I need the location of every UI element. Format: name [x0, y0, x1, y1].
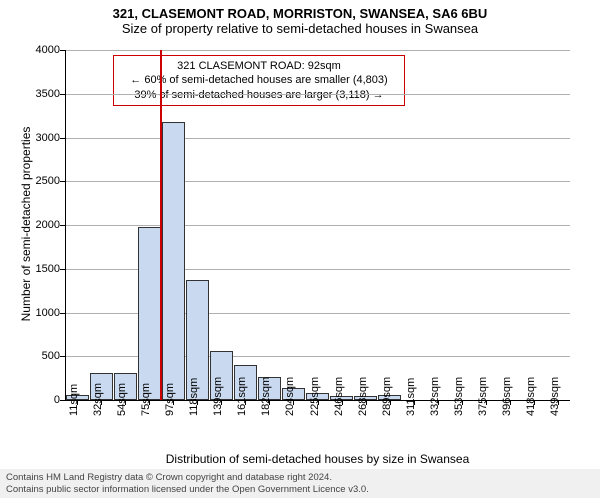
- gridline: [65, 138, 570, 139]
- y-axis-label: Number of semi-detached properties: [19, 114, 33, 334]
- histogram-bar: [162, 122, 185, 400]
- histogram-bar: [138, 227, 161, 400]
- y-axis-line: [65, 50, 66, 400]
- chart-title-main: 321, CLASEMONT ROAD, MORRISTON, SWANSEA,…: [0, 6, 600, 21]
- gridline: [65, 50, 570, 51]
- attribution-footer: Contains HM Land Registry data © Crown c…: [0, 469, 600, 498]
- y-tick-label: 0: [20, 394, 60, 406]
- x-axis-label: Distribution of semi-detached houses by …: [65, 452, 570, 466]
- gridline: [65, 94, 570, 95]
- footer-line-1: Contains HM Land Registry data © Crown c…: [6, 472, 594, 483]
- chart-area: 0500100015002000250030003500400011sqm32s…: [65, 50, 570, 400]
- footer-line-2: Contains public sector information licen…: [6, 484, 594, 495]
- y-tick-label: 3500: [20, 88, 60, 100]
- title-block: 321, CLASEMONT ROAD, MORRISTON, SWANSEA,…: [0, 0, 600, 36]
- plot-region: 0500100015002000250030003500400011sqm32s…: [65, 50, 570, 400]
- y-tick-label: 500: [20, 350, 60, 362]
- reference-marker-line: [160, 50, 162, 400]
- gridline: [65, 225, 570, 226]
- gridline: [65, 181, 570, 182]
- y-tick-label: 4000: [20, 44, 60, 56]
- x-axis-line: [65, 400, 570, 401]
- chart-title-sub: Size of property relative to semi-detach…: [0, 21, 600, 36]
